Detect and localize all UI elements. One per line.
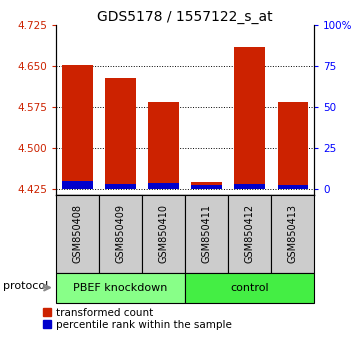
- Text: control: control: [230, 282, 269, 293]
- Bar: [105, 78, 135, 189]
- Bar: [235, 184, 265, 189]
- Bar: [271, 195, 314, 273]
- Bar: [148, 183, 179, 189]
- Bar: [148, 102, 179, 189]
- Bar: [235, 47, 265, 189]
- Legend: transformed count, percentile rank within the sample: transformed count, percentile rank withi…: [43, 308, 231, 330]
- Text: GSM850409: GSM850409: [116, 204, 126, 263]
- Text: protocol: protocol: [3, 281, 48, 291]
- Text: GSM850410: GSM850410: [158, 204, 169, 263]
- Bar: [105, 184, 135, 189]
- Bar: [228, 195, 271, 273]
- Title: GDS5178 / 1557122_s_at: GDS5178 / 1557122_s_at: [97, 10, 273, 24]
- Bar: [99, 195, 142, 273]
- Bar: [185, 273, 314, 303]
- Bar: [62, 181, 92, 189]
- Bar: [278, 185, 308, 189]
- Bar: [56, 273, 185, 303]
- Text: GSM850408: GSM850408: [73, 204, 82, 263]
- Bar: [278, 102, 308, 189]
- Bar: [56, 195, 99, 273]
- Text: GSM850412: GSM850412: [244, 204, 255, 263]
- Text: GSM850413: GSM850413: [288, 204, 297, 263]
- Bar: [185, 195, 228, 273]
- Bar: [62, 65, 92, 189]
- Bar: [191, 182, 222, 189]
- Bar: [191, 185, 222, 189]
- Text: PBEF knockdown: PBEF knockdown: [73, 282, 168, 293]
- Text: GSM850411: GSM850411: [201, 204, 212, 263]
- Bar: [142, 195, 185, 273]
